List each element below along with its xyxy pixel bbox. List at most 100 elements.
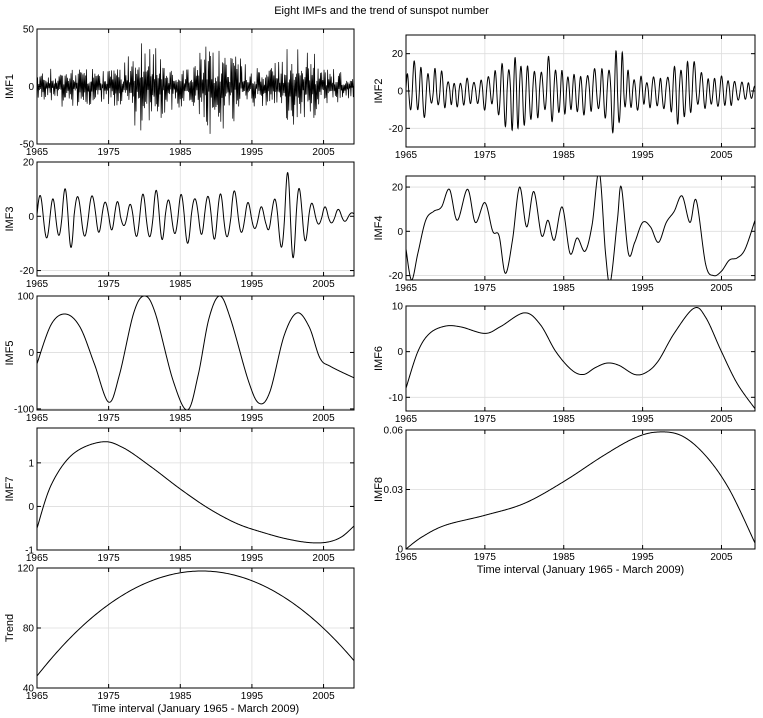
y-tick-label: 120 (17, 564, 34, 575)
series-line-imf5 (37, 296, 354, 410)
x-tick-label: 1965 (26, 553, 49, 564)
y-axis-label: IMF4 (373, 215, 385, 240)
y-tick-label: -20 (20, 266, 35, 277)
x-tick-label: 1985 (553, 414, 576, 425)
x-tick-label: 2005 (312, 413, 335, 424)
x-tick-label: 1965 (395, 283, 418, 294)
x-tick-label: 1975 (98, 691, 121, 702)
y-tick-label: 80 (23, 624, 35, 635)
x-tick-label: 1995 (631, 283, 654, 294)
x-tick-label: 1975 (98, 147, 121, 158)
series-line-imf7 (37, 441, 354, 544)
x-tick-label: 2005 (312, 147, 335, 158)
chart-imf3: 1965 1975 1985 1995 2005 -20 0 20 IMF3 (4, 158, 355, 290)
y-tick-label: 0 (28, 348, 34, 359)
y-axis-label: IMF2 (373, 78, 385, 103)
x-tick-label: 2005 (312, 553, 335, 564)
plot-frame (36, 427, 355, 551)
chart-imf7: 1965 1975 1985 1995 2005 -1 0 1 IMF7 (4, 427, 355, 564)
series-line-imf6 (406, 307, 755, 410)
x-tick-label: 1995 (631, 150, 654, 161)
x-tick-label: 1985 (553, 552, 576, 563)
x-tick-label: 1995 (241, 413, 264, 424)
chart-imf4: 1965 1975 1985 1995 2005 -20 0 20 IMF4 (373, 175, 756, 294)
plot-frame (36, 295, 355, 411)
y-tick-label: 20 (392, 49, 404, 60)
y-tick-label: -10 (389, 393, 404, 404)
x-axis-label: Time interval (January 1965 - March 2009… (92, 703, 299, 715)
y-tick-label: 0.03 (384, 485, 404, 496)
y-tick-label: -20 (389, 124, 404, 135)
x-tick-label: 1995 (241, 691, 264, 702)
x-tick-label: 1985 (169, 147, 192, 158)
x-tick-label: 1975 (98, 413, 121, 424)
series-line-imf8 (406, 431, 755, 549)
series-line-trend (37, 570, 354, 677)
x-tick-label: 2005 (312, 691, 335, 702)
x-tick-label: 1985 (169, 553, 192, 564)
y-tick-label: 40 (23, 684, 35, 695)
chart-imf2: 1965 1975 1985 1995 2005 -20 0 20 IMF2 (373, 34, 756, 161)
y-tick-label: 20 (392, 183, 404, 194)
y-tick-label: 0.06 (384, 426, 404, 437)
y-axis-label: IMF1 (4, 74, 16, 99)
y-tick-label: -20 (389, 271, 404, 282)
x-tick-label: 2005 (710, 414, 733, 425)
x-tick-label: 1975 (474, 552, 497, 563)
x-tick-label: 1965 (395, 552, 418, 563)
x-tick-label: 1985 (169, 691, 192, 702)
y-tick-label: 0 (397, 87, 403, 98)
figure-title: Eight IMFs and the trend of sunspot numb… (274, 5, 489, 17)
y-axis-label: IMF6 (373, 346, 385, 371)
x-tick-label: 1995 (631, 414, 654, 425)
y-tick-label: 0 (28, 502, 34, 513)
y-tick-label: 0 (28, 82, 34, 93)
y-tick-label: 100 (17, 292, 34, 303)
y-tick-label: -100 (14, 404, 34, 415)
y-tick-label: -1 (25, 546, 34, 557)
x-tick-label: 1995 (241, 553, 264, 564)
x-tick-label: 1995 (631, 552, 654, 563)
chart-imf6: 1965 1975 1985 1995 2005 -10 0 10 IMF6 (373, 302, 756, 425)
plot-frame (405, 305, 756, 412)
x-tick-label: 1985 (169, 279, 192, 290)
y-tick-label: 0 (397, 545, 403, 556)
x-tick-label: 1985 (169, 413, 192, 424)
x-tick-label: 2005 (710, 150, 733, 161)
y-tick-label: 20 (23, 158, 35, 169)
x-tick-label: 1985 (553, 283, 576, 294)
chart-imf8: 1965 1975 1985 1995 2005 0 0.03 0.06 IMF8 Time in… (373, 426, 756, 576)
chart-imf5: 1965 1975 1985 1995 2005 -100 0 100 IMF5 (4, 292, 355, 424)
x-tick-label: 1975 (474, 283, 497, 294)
x-tick-label: 1965 (26, 413, 49, 424)
chart-trend: 1965 1975 1985 1995 2005 40 80 120 Trend Time int… (4, 564, 355, 715)
x-tick-label: 1965 (395, 414, 418, 425)
y-tick-label: 0 (397, 227, 403, 238)
x-tick-label: 2005 (710, 283, 733, 294)
series-line-imf2 (406, 50, 755, 134)
series-line-imf4 (406, 176, 755, 280)
x-tick-label: 1965 (26, 279, 49, 290)
y-axis-label: IMF5 (4, 340, 16, 365)
y-tick-label: 0 (397, 347, 403, 358)
x-tick-label: 1965 (395, 150, 418, 161)
x-tick-label: 1975 (98, 553, 121, 564)
series-line-imf3 (37, 172, 354, 259)
y-tick-label: 1 (28, 458, 34, 469)
x-tick-label: 1985 (553, 150, 576, 161)
y-tick-label: 0 (28, 212, 34, 223)
plot-frame (405, 175, 756, 281)
y-axis-label: IMF8 (373, 477, 385, 502)
x-tick-label: 1995 (241, 279, 264, 290)
y-tick-label: 50 (23, 25, 35, 36)
series-line-imf1 (37, 43, 354, 134)
y-axis-label: IMF3 (4, 206, 16, 231)
x-tick-label: 1995 (241, 147, 264, 158)
x-tick-label: 2005 (710, 552, 733, 563)
y-tick-label: -50 (20, 140, 35, 151)
y-axis-label: IMF7 (4, 476, 16, 501)
x-tick-label: 2005 (312, 279, 335, 290)
plot-frame (36, 161, 355, 277)
x-tick-label: 1965 (26, 691, 49, 702)
